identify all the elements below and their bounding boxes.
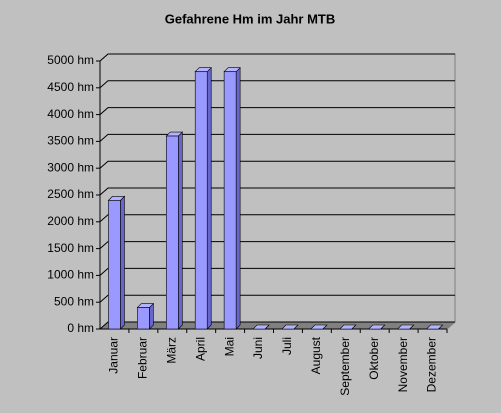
x-tick-label: September bbox=[338, 337, 352, 396]
bar-face bbox=[177, 131, 183, 330]
grid-line bbox=[99, 53, 455, 62]
x-tick-label: Oktober bbox=[367, 337, 381, 380]
grid-line bbox=[99, 80, 455, 89]
bar bbox=[425, 324, 444, 330]
bar-face bbox=[108, 200, 121, 330]
x-tick-label: Februar bbox=[136, 337, 150, 379]
y-tick-label: 0 hm bbox=[67, 321, 94, 335]
grid-line bbox=[99, 107, 455, 115]
bar-face bbox=[120, 195, 125, 330]
bar bbox=[310, 324, 328, 330]
bar-face bbox=[310, 324, 328, 330]
x-tick-label: März bbox=[164, 337, 178, 364]
y-tick-label: 1000 hm bbox=[47, 268, 94, 282]
bar-face bbox=[137, 307, 150, 330]
bar-face bbox=[165, 135, 179, 330]
bar-face bbox=[252, 324, 270, 330]
bar-face bbox=[367, 324, 386, 330]
y-tick-label: 2000 hm bbox=[47, 214, 94, 228]
floor bbox=[100, 322, 455, 329]
bar bbox=[252, 324, 270, 330]
x-tick-label: Januar bbox=[107, 337, 121, 374]
grid-line bbox=[99, 187, 455, 196]
bar bbox=[194, 66, 212, 330]
y-tick-label: 3500 hm bbox=[47, 134, 94, 148]
bar-face bbox=[396, 324, 415, 330]
bar-face bbox=[206, 66, 212, 330]
y-tick-label: 500 hm bbox=[54, 294, 94, 308]
y-tick-label: 3000 hm bbox=[47, 160, 94, 174]
bar-face bbox=[235, 66, 241, 330]
chart-title: Gefahrene Hm im Jahr MTB bbox=[165, 11, 336, 26]
bar-face bbox=[281, 324, 299, 330]
bar-face bbox=[223, 71, 237, 330]
bar bbox=[107, 195, 126, 330]
bar bbox=[281, 324, 299, 330]
grid-line bbox=[99, 321, 455, 330]
grid-line bbox=[99, 267, 455, 276]
bar bbox=[396, 324, 415, 330]
x-tick-label: April bbox=[193, 337, 207, 361]
grid-line bbox=[99, 133, 455, 142]
bar bbox=[165, 131, 184, 330]
bar bbox=[223, 66, 241, 330]
bar bbox=[136, 302, 155, 330]
grid-line bbox=[99, 294, 455, 303]
walls bbox=[99, 53, 456, 330]
bar-face bbox=[339, 324, 357, 330]
bar-face bbox=[194, 71, 208, 330]
grid-line bbox=[99, 214, 455, 223]
grid-line bbox=[99, 241, 455, 249]
grid-line bbox=[99, 160, 455, 169]
bar-face bbox=[425, 324, 444, 330]
y-tick-label: 4500 hm bbox=[47, 80, 94, 94]
y-tick-label: 1500 hm bbox=[47, 241, 94, 255]
bar bbox=[367, 324, 386, 330]
x-tick-label: Juni bbox=[251, 337, 265, 359]
bar bbox=[339, 324, 357, 330]
x-tick-label: Juli bbox=[280, 337, 294, 355]
x-tick-label: Dezember bbox=[425, 337, 439, 392]
x-tick-label: August bbox=[309, 336, 323, 374]
y-tick-label: 2500 hm bbox=[47, 187, 94, 201]
y-tick-label: 4000 hm bbox=[47, 107, 94, 121]
x-tick-label: Mai bbox=[222, 337, 236, 356]
x-tick-label: November bbox=[396, 337, 410, 392]
y-tick-label: 5000 hm bbox=[47, 53, 94, 67]
